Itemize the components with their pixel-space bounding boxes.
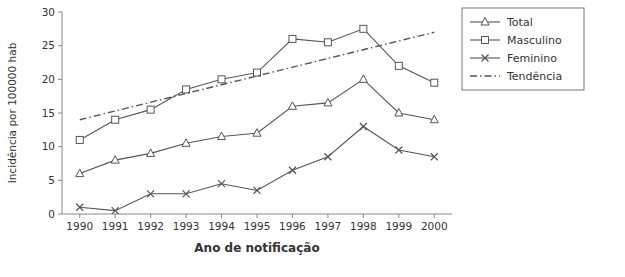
x-tick (115, 214, 116, 218)
x-tick (221, 214, 222, 218)
legend-marker (482, 55, 489, 62)
x-tick (434, 214, 435, 218)
legend-line (470, 75, 500, 76)
point (360, 123, 367, 130)
x-axis-label: Ano de notificação (194, 241, 319, 255)
point (288, 102, 296, 110)
y-axis-label: Incidência por 100000 hab (6, 42, 18, 183)
y-tick (58, 12, 62, 13)
point (289, 35, 296, 42)
point (254, 187, 261, 194)
series-line (80, 79, 435, 173)
point (360, 25, 367, 32)
x-tick-label: 1991 (102, 220, 129, 232)
series-line (80, 29, 435, 140)
x-tick (398, 214, 399, 218)
point (324, 153, 331, 160)
x-tick (257, 214, 258, 218)
x-tick-label: 1998 (350, 220, 377, 232)
x-tick (150, 214, 151, 218)
x-tick-label: 1999 (385, 220, 412, 232)
point (76, 204, 83, 211)
series (76, 25, 438, 143)
point (147, 190, 154, 197)
point (359, 75, 367, 83)
point (395, 147, 402, 154)
point (183, 86, 190, 93)
y-tick (58, 180, 62, 181)
x-tick-label: 1993 (173, 220, 200, 232)
series (80, 32, 435, 120)
y-tick-label: 0 (48, 208, 55, 220)
x-tick-label: 1994 (208, 220, 235, 232)
point (147, 106, 154, 113)
x-tick-label: 1995 (244, 220, 271, 232)
legend-label: Tendência (506, 70, 562, 83)
x-tick (363, 214, 364, 218)
point (324, 39, 331, 46)
chart-container: 1990 1991 1992 1993 1994 1995 1996 1997 1998 1999… (0, 0, 625, 277)
chart: 1990 1991 1992 1993 1994 1995 1996 1997 1998 1999… (0, 0, 625, 277)
x-tick-label: 1990 (66, 220, 93, 232)
legend-label: Masculino (507, 34, 562, 47)
y-tick (58, 113, 62, 114)
x-tick-label: 1997 (315, 220, 342, 232)
y-tick (58, 214, 62, 215)
x-tick (327, 214, 328, 218)
x-tick-label: 1996 (279, 220, 306, 232)
legend-label: Total (506, 16, 533, 29)
point (182, 139, 190, 147)
point (112, 207, 119, 214)
x-tick-label: 2000 (421, 220, 448, 232)
point (76, 169, 84, 177)
y-tick-label: 15 (42, 107, 55, 119)
legend-frame (462, 8, 584, 90)
point (218, 132, 226, 140)
x-tick-label: 1992 (137, 220, 164, 232)
legend-label: Feminino (507, 52, 557, 65)
y-tick-label: 30 (42, 6, 55, 18)
plot-area (76, 25, 439, 214)
y-tick (58, 45, 62, 46)
point (111, 156, 119, 164)
point (76, 136, 83, 143)
series (76, 75, 439, 177)
y-tick-label: 20 (42, 73, 55, 85)
point (324, 98, 332, 106)
point (431, 79, 438, 86)
point (289, 167, 296, 174)
legend-marker (481, 18, 489, 26)
y-tick-label: 25 (42, 39, 55, 51)
point (431, 153, 438, 160)
x-tick (292, 214, 293, 218)
point (395, 62, 402, 69)
point (253, 129, 261, 137)
series-line (80, 126, 435, 210)
legend-marker (482, 37, 489, 44)
x-tick (186, 214, 187, 218)
point (147, 149, 155, 157)
y-tick (58, 79, 62, 80)
legend: Total Masculino Feminino Tendência (462, 8, 584, 90)
point (112, 116, 119, 123)
series (76, 123, 438, 214)
point (218, 180, 225, 187)
y-tick-label: 10 (42, 140, 55, 152)
point (395, 109, 403, 117)
series-line (80, 32, 435, 120)
point (430, 115, 438, 123)
y-tick-label: 5 (48, 174, 55, 186)
x-tick (79, 214, 80, 218)
y-tick (58, 146, 62, 147)
axes: 1990 1991 1992 1993 1994 1995 1996 1997 1998 1999… (42, 6, 452, 233)
point (183, 190, 190, 197)
point (218, 76, 225, 83)
